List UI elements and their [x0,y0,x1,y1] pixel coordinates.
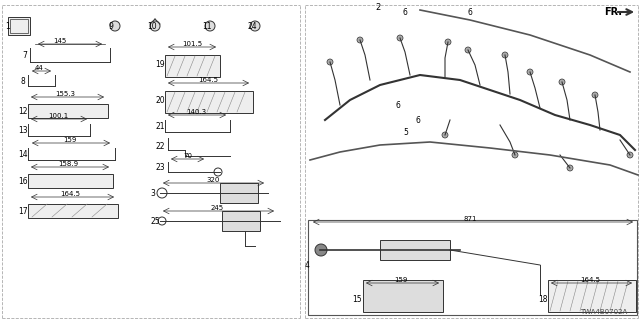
Text: 18: 18 [538,295,547,305]
Text: 145: 145 [53,38,67,44]
Text: 100.1: 100.1 [48,113,68,119]
Circle shape [442,132,448,138]
Text: 15: 15 [352,295,362,305]
Circle shape [502,52,508,58]
Bar [380,240,450,260]
Text: FR.: FR. [604,7,622,17]
Bar [222,211,260,231]
Text: 159: 159 [394,277,408,283]
Circle shape [327,59,333,65]
Bar [10,19,28,33]
Bar [363,280,443,312]
Circle shape [397,35,403,41]
Bar [308,220,637,315]
Text: 44: 44 [35,65,44,71]
Text: 3: 3 [150,188,155,197]
Text: 158.9: 158.9 [58,161,78,167]
Text: 320: 320 [206,177,220,183]
Text: 164.5: 164.5 [198,77,218,83]
Bar [165,91,253,113]
Text: 6: 6 [415,116,420,124]
Text: 24: 24 [247,21,257,30]
Bar [220,183,258,203]
Text: 6: 6 [395,100,400,109]
Circle shape [445,39,451,45]
Text: 140.3: 140.3 [186,109,206,115]
Circle shape [205,21,215,31]
Circle shape [357,37,363,43]
Text: 19: 19 [155,60,164,68]
Bar [548,280,636,312]
Text: 9: 9 [108,21,113,30]
Bar [165,55,220,77]
Text: 6: 6 [467,7,472,17]
Text: 13: 13 [18,125,28,134]
Circle shape [150,21,160,31]
Text: 164.5: 164.5 [60,191,80,197]
Circle shape [512,152,518,158]
Text: 70: 70 [184,153,193,159]
Text: 12: 12 [18,107,28,116]
Circle shape [559,79,565,85]
Bar [28,104,108,118]
Text: 25: 25 [150,217,159,226]
Text: 245: 245 [211,205,223,211]
Text: 5: 5 [403,127,408,137]
Circle shape [110,21,120,31]
Text: 23: 23 [155,163,164,172]
Text: 1: 1 [5,21,10,30]
Text: 21: 21 [155,122,164,131]
Text: 17: 17 [18,206,28,215]
Text: 14: 14 [18,149,28,158]
Bar [28,204,118,218]
Text: TWA4B0702A: TWA4B0702A [580,309,627,315]
Circle shape [567,165,573,171]
Text: 159: 159 [63,137,77,143]
Text: 7: 7 [22,51,27,60]
Circle shape [527,69,533,75]
Text: 11: 11 [202,21,211,30]
Text: 871: 871 [463,216,477,222]
Text: 164.5: 164.5 [580,277,600,283]
Bar [8,17,30,35]
Circle shape [627,152,633,158]
Bar [28,174,113,188]
Text: 22: 22 [155,141,164,150]
Circle shape [315,244,327,256]
Circle shape [465,47,471,53]
Text: 10: 10 [147,21,157,30]
Text: 101.5: 101.5 [182,41,202,47]
Text: 6: 6 [402,7,407,17]
Text: 20: 20 [155,95,164,105]
Text: 155.3: 155.3 [55,91,75,97]
Text: 2: 2 [375,3,380,12]
Text: 4: 4 [305,260,310,269]
Text: 16: 16 [18,177,28,186]
Circle shape [592,92,598,98]
Circle shape [250,21,260,31]
Text: 8: 8 [20,76,25,85]
